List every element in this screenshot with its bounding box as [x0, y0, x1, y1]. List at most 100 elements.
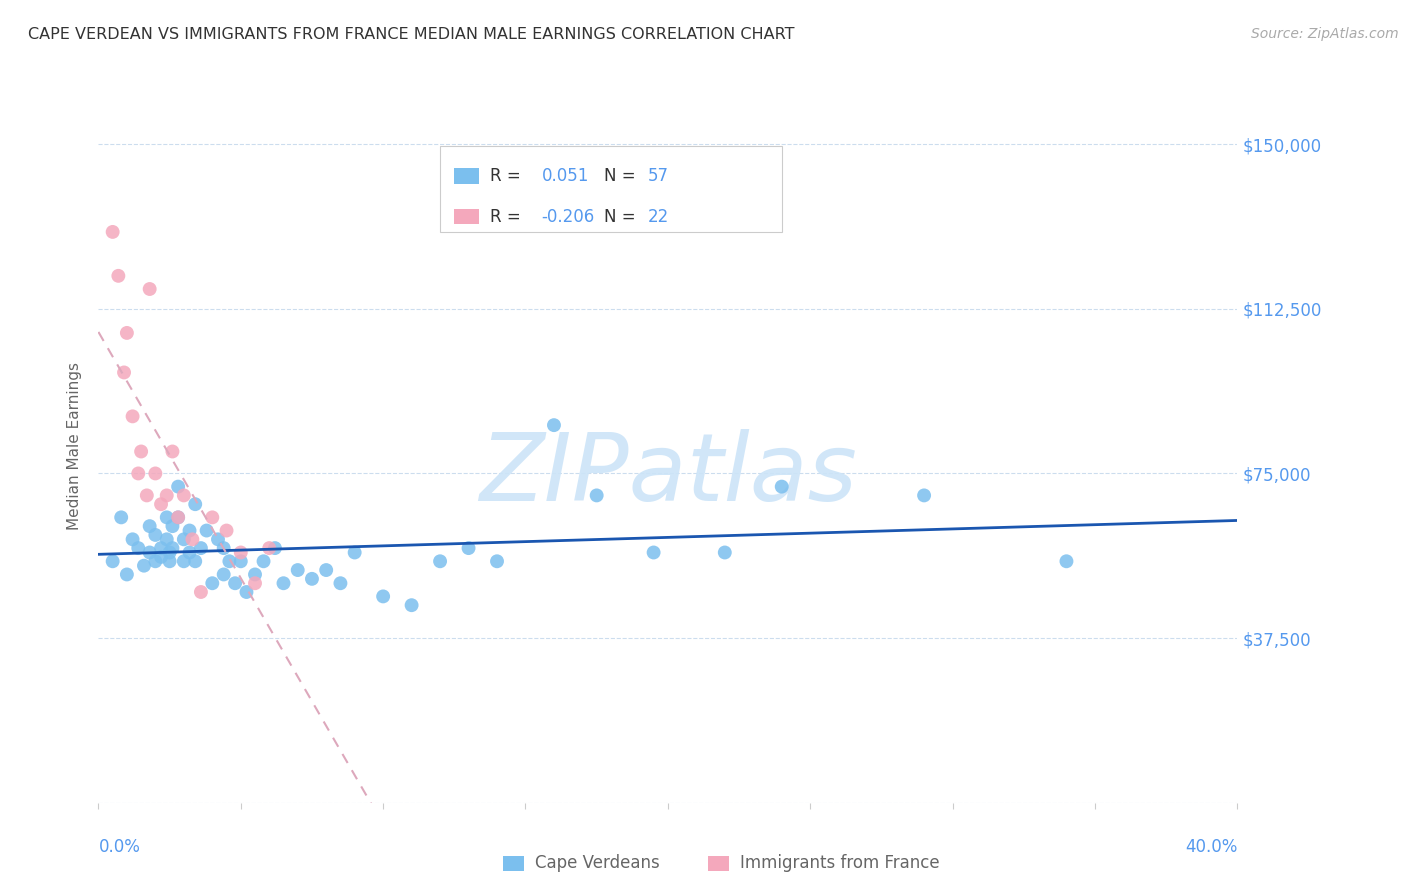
Point [235, 585, 257, 599]
Point [110, 510, 132, 524]
Point [112, 366, 135, 380]
Point [101, 554, 124, 568]
Point [585, 488, 607, 502]
Point [121, 533, 143, 547]
Point [162, 519, 184, 533]
Point [107, 268, 129, 283]
Point [167, 510, 190, 524]
Point [156, 488, 179, 502]
Y-axis label: Median Male Earnings: Median Male Earnings [67, 362, 83, 530]
Text: -0.206: -0.206 [541, 208, 595, 226]
Point [457, 541, 479, 555]
Text: R =: R = [491, 168, 526, 186]
Point [181, 533, 204, 547]
Text: ZIPatlas: ZIPatlas [479, 429, 856, 520]
Point [150, 549, 173, 564]
Text: 57: 57 [647, 168, 668, 186]
Bar [707, 855, 728, 871]
Point [229, 554, 252, 568]
Text: R =: R = [491, 208, 526, 226]
Point [264, 541, 287, 555]
Point [486, 554, 509, 568]
Point [159, 545, 181, 559]
Point [179, 545, 201, 559]
Point [912, 488, 935, 502]
Point [121, 409, 143, 424]
Point [643, 545, 665, 559]
Point [132, 558, 155, 573]
Point [287, 563, 309, 577]
Text: 0.051: 0.051 [541, 168, 589, 186]
Point [162, 444, 184, 458]
Point [167, 510, 190, 524]
Point [190, 585, 212, 599]
Point [184, 554, 207, 568]
Point [243, 567, 266, 582]
Point [127, 467, 149, 481]
Point [167, 480, 190, 494]
Point [156, 510, 179, 524]
Point [127, 541, 149, 555]
Point [273, 576, 295, 591]
Point [259, 541, 281, 555]
Point [770, 480, 793, 494]
Point [229, 545, 252, 559]
Point [301, 572, 323, 586]
Point [315, 563, 337, 577]
Point [162, 541, 184, 555]
Point [145, 467, 167, 481]
Point [343, 545, 366, 559]
Point [138, 282, 160, 296]
Point [714, 545, 737, 559]
Text: 22: 22 [647, 208, 669, 226]
Point [173, 554, 195, 568]
Point [1056, 554, 1078, 568]
Point [159, 554, 181, 568]
Point [156, 533, 179, 547]
Point [224, 576, 246, 591]
Point [145, 528, 167, 542]
Point [190, 541, 212, 555]
Text: CAPE VERDEAN VS IMMIGRANTS FROM FRANCE MEDIAN MALE EARNINGS CORRELATION CHART: CAPE VERDEAN VS IMMIGRANTS FROM FRANCE M… [28, 27, 794, 42]
Point [243, 576, 266, 591]
Bar [454, 169, 479, 184]
Point [429, 554, 451, 568]
Point [115, 567, 138, 582]
Point [115, 326, 138, 340]
Text: N =: N = [605, 208, 641, 226]
Text: N =: N = [605, 168, 641, 186]
Point [173, 533, 195, 547]
Point [215, 524, 238, 538]
Point [543, 418, 565, 433]
Bar [503, 855, 524, 871]
Point [212, 567, 235, 582]
Point [329, 576, 352, 591]
Point [401, 598, 423, 612]
Point [138, 545, 160, 559]
Bar [454, 209, 479, 225]
Point [179, 524, 201, 538]
Point [145, 554, 167, 568]
Text: Source: ZipAtlas.com: Source: ZipAtlas.com [1251, 27, 1399, 41]
Bar [440, 146, 782, 232]
Point [135, 488, 157, 502]
Point [184, 497, 207, 511]
Point [138, 519, 160, 533]
Point [218, 554, 240, 568]
Text: Cape Verdeans: Cape Verdeans [536, 855, 661, 872]
Point [212, 541, 235, 555]
Text: 40.0%: 40.0% [1185, 838, 1237, 856]
Point [195, 524, 218, 538]
Point [150, 497, 173, 511]
Point [252, 554, 274, 568]
Point [173, 488, 195, 502]
Point [129, 444, 152, 458]
Point [207, 533, 229, 547]
Point [150, 541, 173, 555]
Point [101, 225, 124, 239]
Point [201, 510, 224, 524]
Text: 0.0%: 0.0% [98, 838, 141, 856]
Point [373, 590, 395, 604]
Point [201, 576, 224, 591]
Text: Immigrants from France: Immigrants from France [741, 855, 941, 872]
